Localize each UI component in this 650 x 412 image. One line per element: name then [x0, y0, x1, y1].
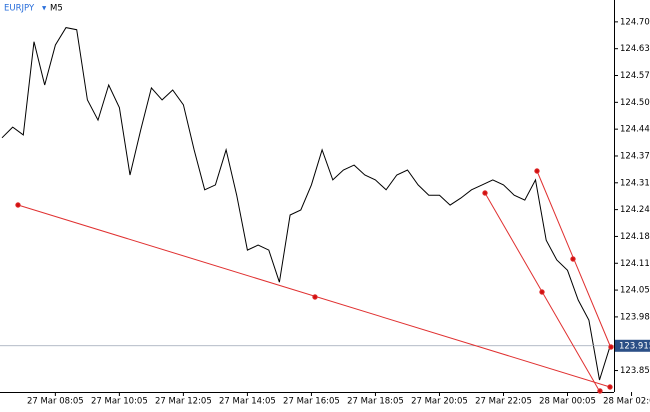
y-tick-label: 124.570 [620, 71, 650, 81]
last-price-label: 123.915 [619, 341, 650, 351]
x-tick-label: 27 Mar 16:05 [283, 397, 340, 407]
y-tick-label: 124.050 [620, 286, 650, 296]
price-line [1, 27, 611, 381]
anchor[interactable] [482, 190, 488, 196]
x-tick-label: 27 Mar 10:05 [91, 397, 148, 407]
y-tick-label: 124.115 [620, 259, 650, 269]
y-tick-label: 124.375 [620, 151, 650, 161]
y-tick-label: 123.855 [620, 366, 650, 376]
x-tick-label: 27 Mar 08:05 [27, 397, 84, 407]
y-tick-label: 124.180 [620, 232, 650, 242]
y-tick-label: 124.635 [620, 44, 650, 54]
x-tick-label: 27 Mar 18:05 [347, 397, 404, 407]
y-tick-label: 124.440 [620, 125, 650, 135]
anchor[interactable] [539, 289, 545, 295]
x-tick-label: 27 Mar 12:05 [155, 397, 212, 407]
timeframe[interactable]: M5 [50, 4, 63, 14]
x-tick-label: 27 Mar 20:05 [411, 397, 468, 407]
anchor[interactable] [570, 256, 576, 262]
y-tick-label: 124.700 [620, 17, 650, 27]
x-tick-label: 27 Mar 22:05 [475, 397, 532, 407]
dropdown-arrow[interactable]: ▾ [42, 4, 47, 14]
x-tick-label: 28 Mar 02:05 [603, 397, 650, 407]
trend-lines[interactable] [15, 168, 614, 394]
anchor[interactable] [312, 294, 318, 300]
symbol[interactable]: EURJPY [4, 4, 35, 14]
anchor[interactable] [15, 202, 21, 208]
anchor[interactable] [608, 344, 614, 350]
x-tick-label: 28 Mar 00:05 [539, 397, 596, 407]
y-tick-label: 124.505 [620, 98, 650, 108]
last-price-box [615, 339, 650, 352]
y-tick-label: 124.310 [620, 178, 650, 188]
anchor[interactable] [597, 388, 603, 394]
anchor[interactable] [607, 384, 613, 390]
x-tick-label: 27 Mar 14:05 [219, 397, 276, 407]
y-tick-label: 123.985 [620, 312, 650, 322]
y-tick-label: 124.245 [620, 205, 650, 215]
anchor[interactable] [534, 168, 540, 174]
plot-area: 124.700 124.635 124.570 124.505 124.440 124.3… [0, 17, 650, 407]
